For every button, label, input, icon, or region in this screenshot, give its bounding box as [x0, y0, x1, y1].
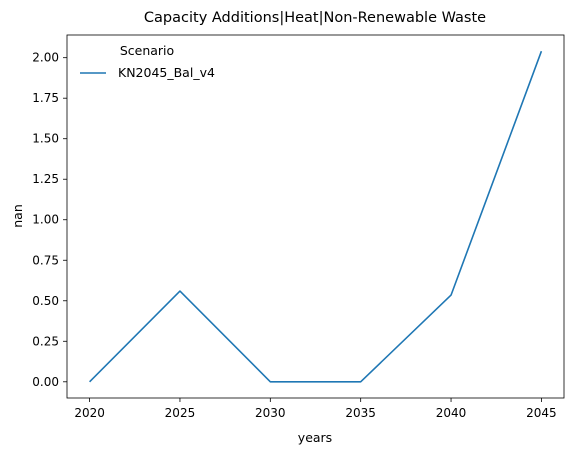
plot-frame: [66, 34, 565, 399]
x-tick-label: 2025: [165, 406, 196, 420]
y-tick-label: 0.00: [32, 375, 59, 389]
plot-area: 2020 2025 2030 2035 2040 2045 0.00 0.25 0.50 0.7…: [32, 34, 565, 420]
legend-entry-kn2045-bal-v4: KN2045_Bal_v4: [118, 65, 215, 80]
x-tick-label: 2045: [526, 406, 557, 420]
y-tick-label: 0.50: [32, 294, 59, 308]
x-tick-label: 2035: [345, 406, 376, 420]
x-tick-label: 2030: [255, 406, 286, 420]
series-line-kn2045-bal-v4: [89, 50, 543, 383]
y-tick-label: 1.25: [32, 172, 59, 186]
x-tick-label: 2040: [436, 406, 467, 420]
x-axis: 2020 2025 2030 2035 2040 2045: [74, 398, 557, 420]
y-axis: 0.00 0.25 0.50 0.75 1.00 1.25 1.50 1.75 2.00: [32, 51, 67, 389]
y-tick-label: 0.25: [32, 334, 59, 348]
y-axis-label: nan: [10, 204, 25, 228]
y-tick-label: 1.75: [32, 91, 59, 105]
y-tick-label: 2.00: [32, 51, 59, 65]
y-tick-label: 0.75: [32, 253, 59, 267]
x-axis-label: years: [298, 430, 332, 445]
chart-title: Capacity Additions|Heat|Non-Renewable Wa…: [144, 10, 486, 26]
series-layer: [89, 50, 543, 383]
legend: Scenario KN2045_Bal_v4: [80, 43, 215, 80]
legend-title: Scenario: [120, 43, 174, 58]
y-tick-label: 1.50: [32, 132, 59, 146]
x-tick-label: 2020: [74, 406, 105, 420]
y-tick-label: 1.00: [32, 213, 59, 227]
